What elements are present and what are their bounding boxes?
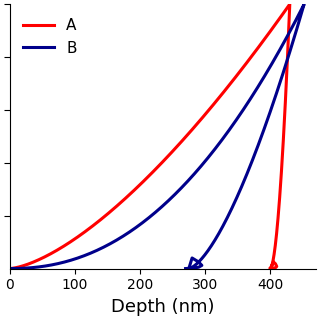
A [8,267,12,270]
A [141,180,145,183]
A [268,267,272,270]
B [302,2,306,6]
Line: A: A [10,4,290,268]
Legend: A, B: A, B [17,12,83,62]
A [103,214,107,218]
A [288,2,292,6]
B [255,147,259,151]
B [29,266,33,270]
Line: B: B [10,4,304,268]
B [119,236,123,239]
A [271,259,275,263]
A [66,242,69,246]
B [8,267,12,270]
B [245,101,249,105]
B [196,260,200,264]
A [270,264,274,268]
X-axis label: Depth (nm): Depth (nm) [111,298,214,316]
B [220,225,224,229]
B [184,267,188,270]
A [220,93,223,97]
